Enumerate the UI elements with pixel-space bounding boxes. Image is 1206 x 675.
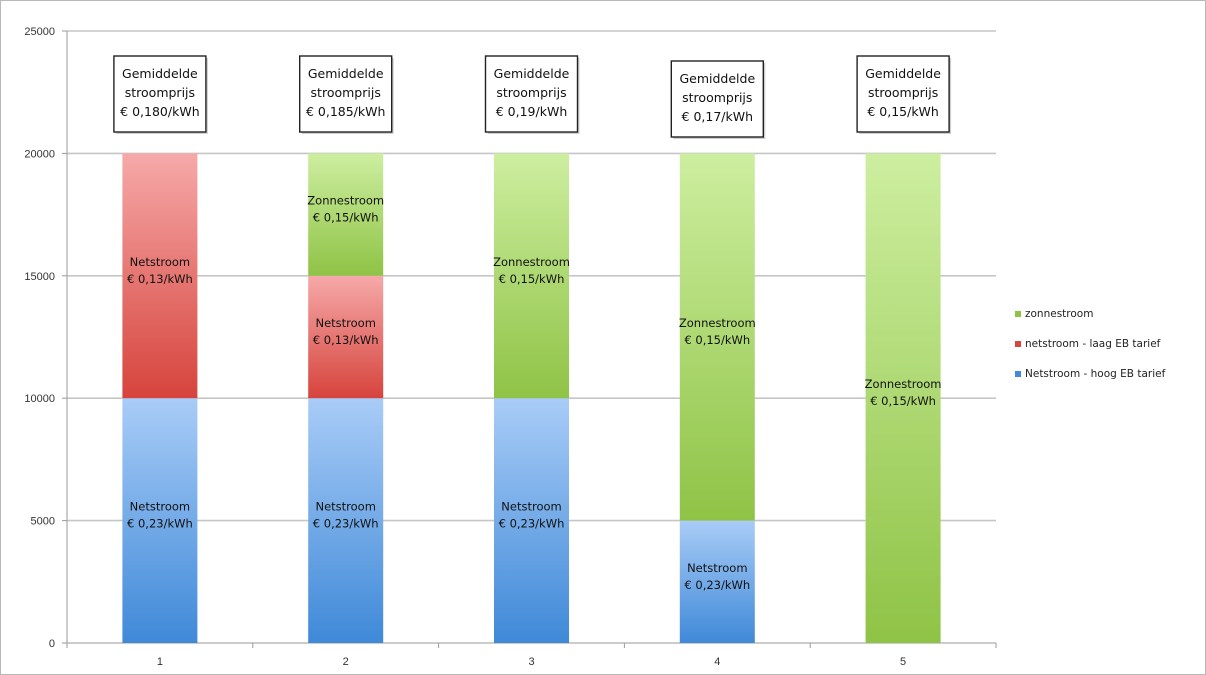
bar-segment bbox=[494, 398, 569, 643]
bar-segment bbox=[679, 153, 755, 521]
bar-segment bbox=[122, 398, 198, 643]
legend-swatch bbox=[1015, 341, 1021, 347]
bar-segment bbox=[308, 398, 384, 643]
price-annotations: Gemiddelde stroomprijs € 0,180/kWh Gemiddel… bbox=[113, 55, 952, 139]
legend-label: netstroom - laag EB tarief bbox=[1025, 338, 1161, 350]
bar-segment-label: Netstroom € 0,23/kWh bbox=[127, 500, 193, 531]
bar-segment-label: Netstroom € 0,23/kWh bbox=[313, 500, 379, 531]
y-tick-label: 20000 bbox=[24, 148, 55, 160]
y-tick-label: 0 bbox=[49, 638, 55, 650]
bar-segment bbox=[308, 275, 384, 399]
annotation-box bbox=[484, 55, 579, 133]
axes: 0 5000 10000 15000 20000 25000 1 2 3 4 5 bbox=[24, 26, 997, 668]
legend-item: netstroom - laag EB tarief bbox=[1015, 338, 1161, 350]
price-annotation: Gemiddelde stroomprijs € 0,15/kWh bbox=[856, 55, 952, 134]
legend-swatch bbox=[1015, 311, 1021, 317]
price-annotation: Gemiddelde stroomprijs € 0,180/kWh bbox=[113, 55, 208, 134]
bar-segment-label: Zonnestroom € 0,15/kWh bbox=[865, 377, 942, 408]
y-tick-label: 15000 bbox=[24, 271, 55, 283]
price-annotation: Gemiddelde stroomprijs € 0,19/kWh bbox=[484, 55, 580, 134]
x-tick-label: 5 bbox=[900, 656, 906, 668]
x-tick-label: 1 bbox=[157, 656, 163, 668]
legend-item: zonnestroom bbox=[1015, 308, 1093, 320]
legend-swatch bbox=[1015, 371, 1021, 377]
annotation-text: Gemiddelde stroomprijs € 0,185/kWh bbox=[306, 66, 385, 119]
x-tick-label: 4 bbox=[714, 656, 720, 668]
legend-label: Netstroom - hoog EB tarief bbox=[1025, 368, 1166, 380]
annotation-box bbox=[299, 55, 393, 133]
x-tick-label: 3 bbox=[528, 656, 534, 668]
bars bbox=[122, 153, 941, 643]
annotation-box bbox=[856, 55, 950, 133]
bar-segment bbox=[308, 153, 384, 276]
y-tick-label: 25000 bbox=[24, 26, 55, 38]
bar-segment-label: Zonnestroom € 0,15/kWh bbox=[307, 194, 384, 225]
x-tick-label: 2 bbox=[343, 656, 349, 668]
bar-segment-label: Netstroom € 0,13/kWh bbox=[127, 255, 193, 286]
legend-item: Netstroom - hoog EB tarief bbox=[1015, 368, 1166, 380]
legend: zonnestroom netstroom - laag EB tarief Net… bbox=[1015, 308, 1166, 380]
bar-segment bbox=[122, 153, 198, 399]
bar-segment bbox=[679, 520, 755, 643]
annotation-text: Gemiddelde stroomprijs € 0,180/kWh bbox=[120, 66, 199, 119]
price-annotation: Gemiddelde stroomprijs € 0,17/kWh bbox=[670, 60, 766, 139]
annotation-text: Gemiddelde stroomprijs € 0,15/kWh bbox=[865, 66, 941, 119]
bar-segment-label: Zonnestroom € 0,15/kWh bbox=[493, 255, 570, 286]
segment-labels: Netstroom € 0,23/kWh Netstroom € 0,13/kWh Ne… bbox=[127, 194, 942, 592]
bar-segment-label: Netstroom € 0,23/kWh bbox=[499, 500, 565, 531]
y-tick-label: 5000 bbox=[31, 516, 55, 528]
bar-segment bbox=[494, 153, 569, 399]
bar-segment bbox=[865, 153, 941, 643]
bar-segment-label: Netstroom € 0,23/kWh bbox=[684, 561, 750, 592]
legend-label: zonnestroom bbox=[1025, 308, 1093, 320]
annotation-box bbox=[670, 60, 764, 138]
annotation-text: Gemiddelde stroomprijs € 0,17/kWh bbox=[679, 71, 755, 124]
y-tick-label: 10000 bbox=[24, 393, 55, 405]
annotation-text: Gemiddelde stroomprijs € 0,19/kWh bbox=[494, 66, 570, 119]
price-annotation: Gemiddelde stroomprijs € 0,185/kWh bbox=[299, 55, 394, 134]
bar-segment-label: Zonnestroom € 0,15/kWh bbox=[679, 316, 756, 347]
bar-segment-label: Netstroom € 0,13/kWh bbox=[313, 316, 379, 347]
annotation-box bbox=[113, 55, 207, 133]
